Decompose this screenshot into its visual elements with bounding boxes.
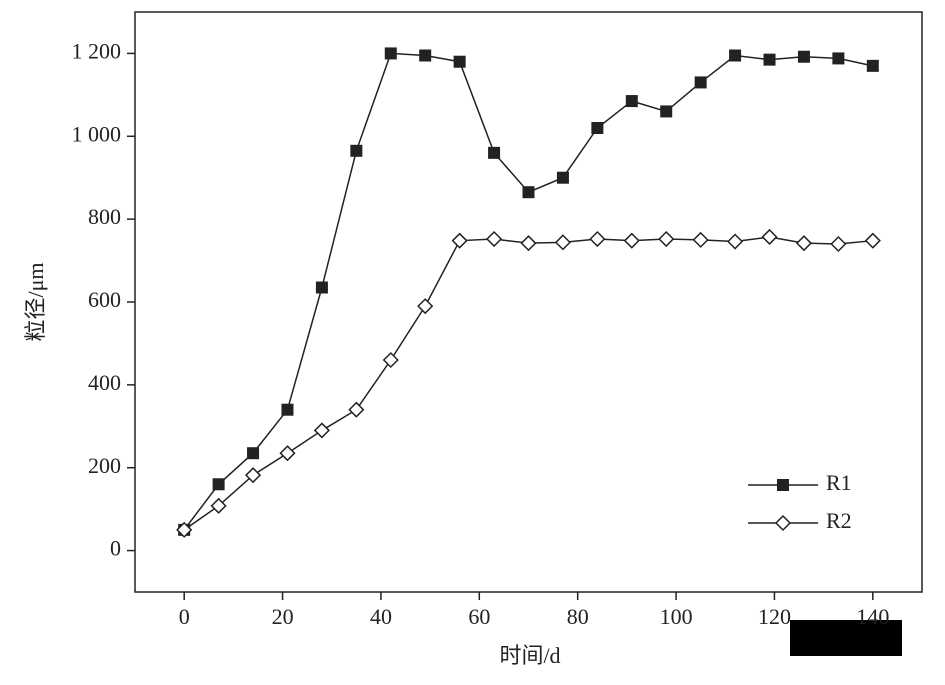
marker: [830, 235, 847, 253]
marker: [591, 122, 604, 134]
x-tick-label: 60: [468, 604, 490, 629]
marker: [486, 230, 503, 248]
y-axis-label: 粒径/μm: [23, 262, 48, 341]
marker: [625, 95, 638, 108]
x-tick-label: 0: [179, 604, 190, 629]
marker: [488, 146, 501, 159]
marker: [556, 171, 569, 184]
marker: [279, 445, 296, 462]
marker: [176, 521, 193, 538]
x-tick-label: 100: [660, 604, 693, 629]
x-tick-label: 40: [370, 604, 392, 629]
legend-label: R2: [826, 508, 852, 533]
marker: [832, 52, 845, 65]
marker: [797, 50, 810, 63]
y-tick-label: 200: [88, 453, 121, 478]
marker: [795, 235, 813, 252]
marker: [660, 105, 673, 118]
y-tick-label: 1 200: [72, 38, 122, 63]
x-tick-label: 80: [567, 604, 589, 629]
marker: [623, 232, 640, 249]
x-tick-label: 120: [758, 604, 791, 629]
marker: [384, 47, 397, 60]
marker: [419, 49, 432, 62]
x-tick-label: 20: [272, 604, 294, 629]
marker: [348, 401, 365, 418]
marker: [244, 467, 262, 484]
legend-marker: [774, 514, 792, 532]
marker: [761, 228, 778, 246]
marker: [417, 298, 434, 315]
y-tick-label: 800: [88, 204, 121, 229]
marker: [658, 230, 675, 248]
marker: [281, 403, 294, 416]
marker: [554, 234, 571, 251]
marker: [692, 231, 709, 248]
legend-label: R1: [826, 470, 852, 495]
marker: [866, 59, 879, 72]
marker: [864, 232, 881, 249]
marker: [247, 447, 260, 460]
marker: [763, 53, 776, 66]
marker: [589, 230, 606, 248]
marker: [382, 351, 399, 369]
marker: [451, 232, 468, 249]
marker: [313, 422, 330, 439]
marker: [520, 235, 537, 252]
plot-frame: [134, 11, 923, 593]
x-axis-label: 时间/d: [499, 643, 560, 668]
marker: [522, 186, 535, 199]
y-tick-label: 600: [88, 287, 121, 312]
legend-marker: [777, 479, 789, 491]
series-line: [183, 236, 873, 531]
marker: [727, 233, 744, 250]
y-tick-label: 400: [88, 370, 121, 395]
marker: [694, 76, 707, 89]
redaction-box: [790, 620, 902, 656]
marker: [350, 144, 363, 157]
marker: [212, 478, 225, 491]
marker: [453, 55, 466, 68]
marker: [315, 281, 328, 294]
marker: [729, 49, 742, 62]
x-tick-label: 140: [856, 604, 889, 629]
marker: [210, 497, 227, 514]
y-tick-label: 0: [110, 536, 121, 561]
y-tick-label: 1 000: [72, 121, 122, 146]
